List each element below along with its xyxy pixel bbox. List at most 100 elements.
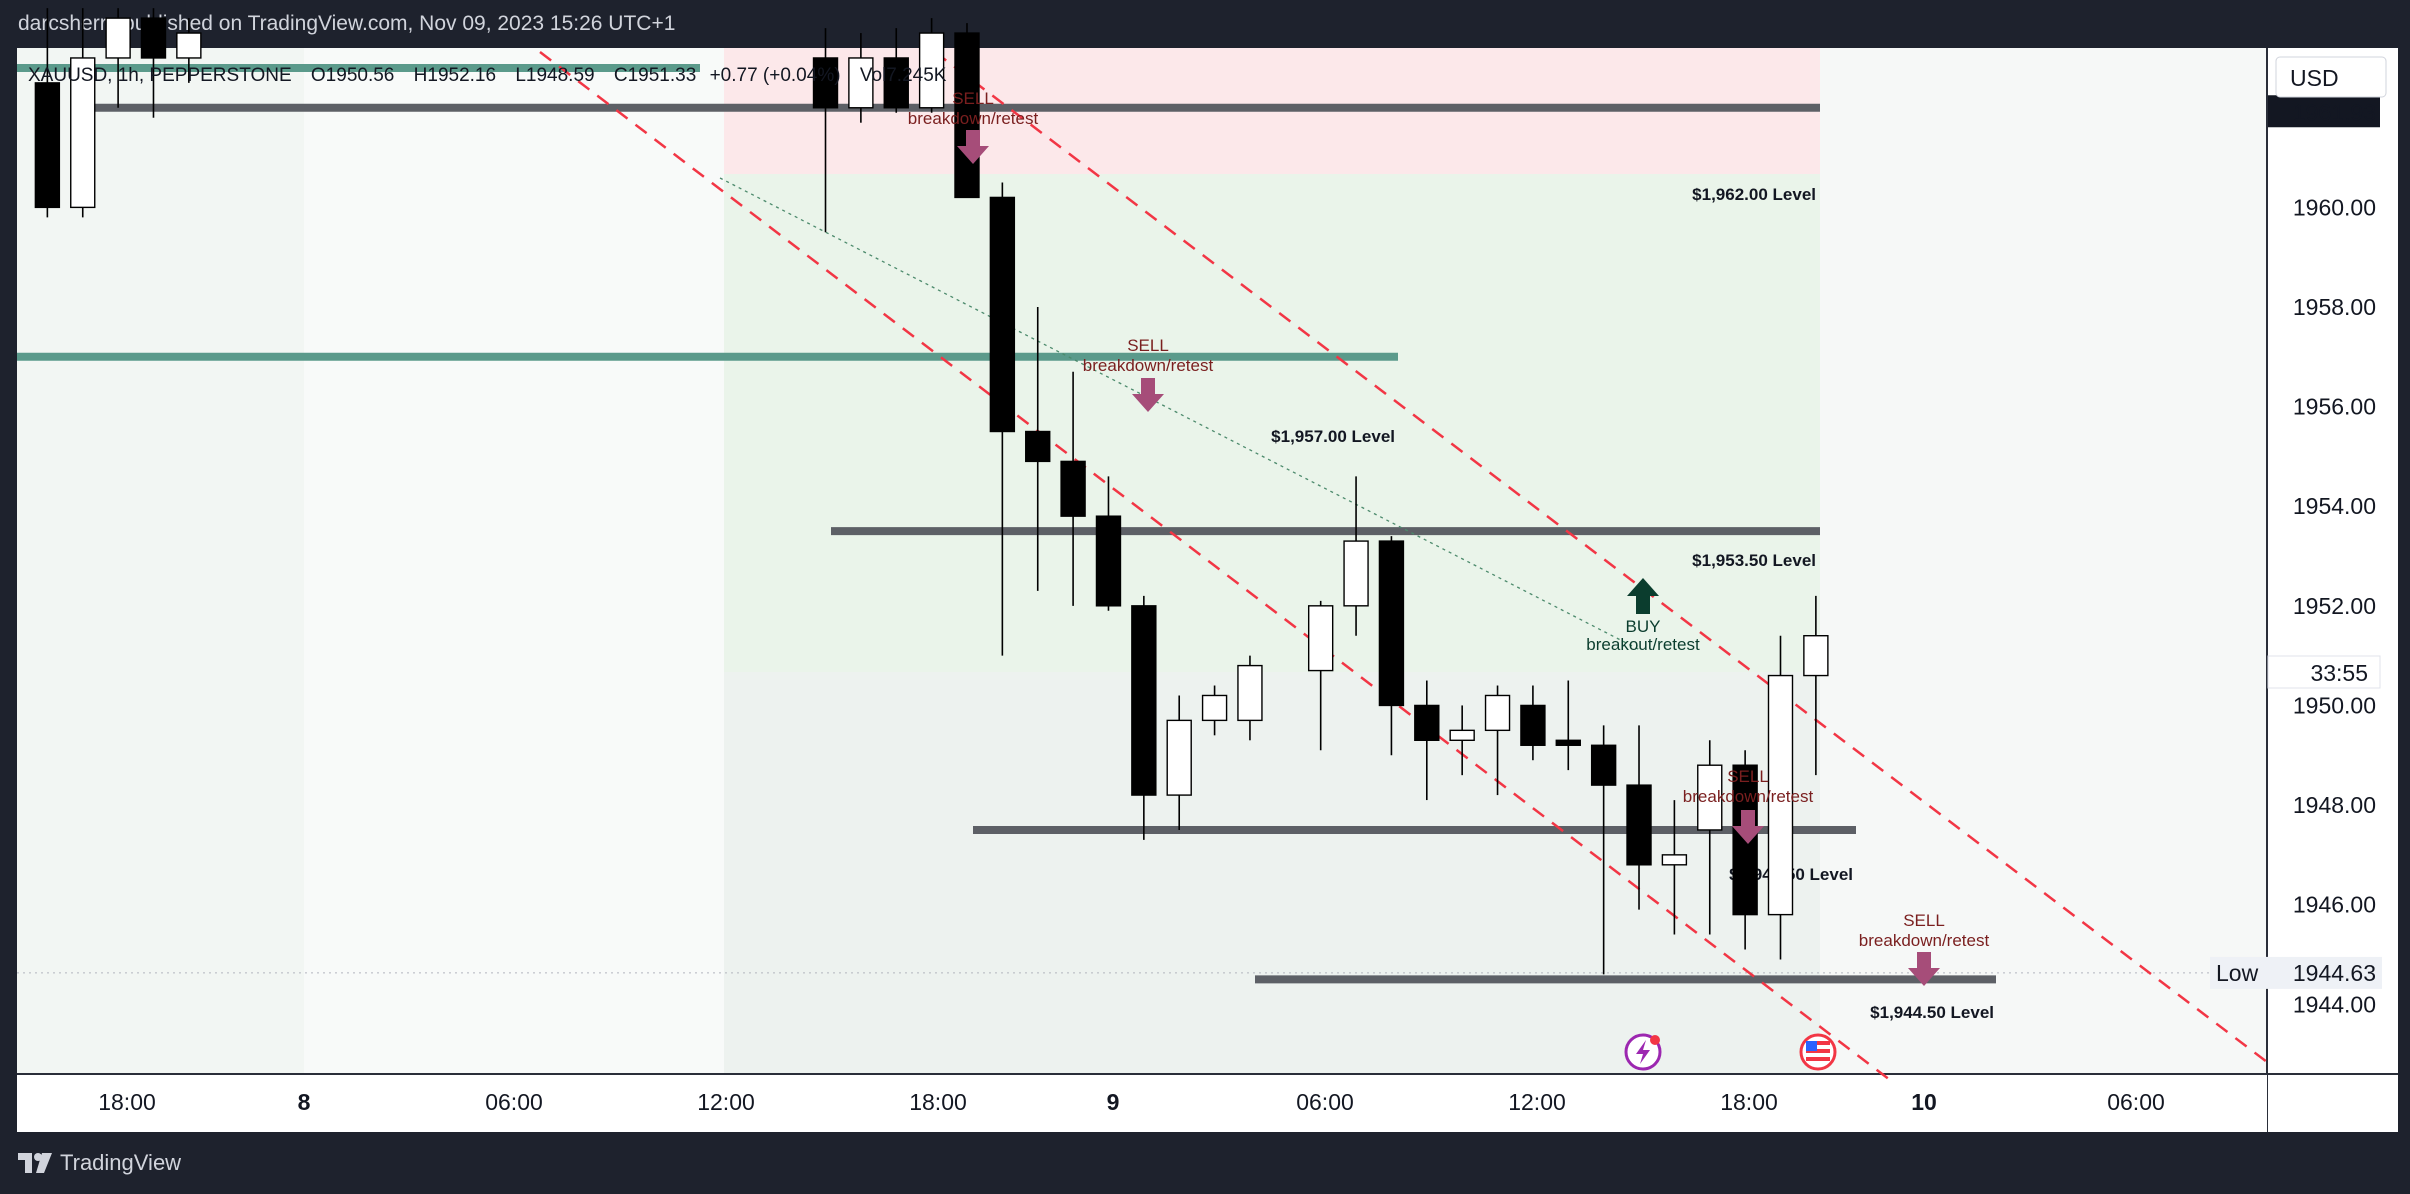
candle: [1520, 685, 1546, 761]
session-band-right: [1820, 48, 2267, 1074]
candle: [1803, 595, 1829, 776]
level-label-4: $1,944.50 Level: [1870, 1003, 1994, 1022]
candle: [883, 28, 909, 113]
flash-event-icon[interactable]: [1624, 1033, 1662, 1071]
candle-body: [1414, 704, 1440, 742]
price-axis-panel[interactable]: [2268, 48, 2398, 1132]
time-tick-label: 9: [1107, 1089, 1120, 1115]
price-tick-label: 1952.00: [2293, 593, 2376, 619]
candle-body: [1449, 729, 1475, 742]
candle-body: [1661, 854, 1688, 866]
candle: [1307, 600, 1334, 751]
candle-body: [1343, 540, 1369, 607]
us-flag-event-icon[interactable]: [1799, 1033, 1837, 1071]
candle-body: [1166, 719, 1192, 796]
candle-body: [1237, 664, 1263, 722]
sell-arrow-icon: [957, 130, 989, 164]
candle-body: [1307, 605, 1334, 672]
price-tick-label: 1954.00: [2293, 493, 2376, 519]
signal-label-2: BUY: [1626, 617, 1661, 636]
candle: [1626, 725, 1652, 910]
candle-body: [1095, 515, 1122, 607]
candle-body: [1378, 540, 1405, 707]
candle-body: [848, 57, 874, 109]
lower-zone: [724, 672, 1820, 1074]
candle: [812, 28, 839, 233]
candle-body: [883, 57, 909, 109]
signal-note-1: breakdown/retest: [1083, 356, 1214, 375]
price-tick-label: 1946.00: [2293, 892, 2376, 918]
signal-label-0: SELL: [952, 89, 994, 108]
candle-body: [1201, 694, 1228, 722]
candle: [1484, 685, 1511, 796]
signal-note-0: breakdown/retest: [908, 109, 1039, 128]
price-tick-label: 1958.00: [2293, 294, 2376, 320]
candle-body: [1732, 764, 1758, 916]
candlestick-chart[interactable]: $1,962.00 Level $1,957.00 Level $1,953.50 …: [0, 0, 2410, 1132]
legend-high: H1952.16: [414, 65, 496, 86]
candle-body: [989, 196, 1016, 433]
candle: [1767, 635, 1794, 960]
candle-body: [176, 32, 202, 59]
time-tick-label: 18:00: [909, 1089, 967, 1115]
session-band-left: [17, 48, 304, 1074]
signal-note-4: breakdown/retest: [1859, 931, 1990, 950]
level-label-2: $1,953.50 Level: [1692, 551, 1816, 570]
time-tick-label: 06:00: [1296, 1089, 1354, 1115]
currency-label: USD: [2290, 65, 2339, 91]
publisher-text: darcsherry published on TradingView.com,…: [18, 12, 676, 35]
candle: [1697, 740, 1723, 935]
time-tick-label: 12:00: [1508, 1089, 1566, 1115]
current-price-box: [2268, 95, 2380, 128]
sell-arrow-icon: [1132, 378, 1164, 412]
price-tick-label: 1956.00: [2293, 394, 2376, 420]
legend-change: +0.77 (+0.04%): [710, 65, 841, 86]
candle: [1060, 371, 1086, 606]
candle: [1237, 655, 1263, 741]
candle-body: [812, 57, 839, 109]
time-tick-label: 12:00: [697, 1089, 755, 1115]
time-axis-panel[interactable]: [17, 1075, 2267, 1132]
trendline-upper: [934, 51, 2268, 1063]
time-tick-label: 10: [1911, 1089, 1937, 1115]
candle: [1590, 725, 1617, 975]
sell-arrow-icon: [1908, 952, 1940, 986]
candle: [34, 8, 61, 218]
candle: [1449, 705, 1475, 776]
time-tick-label: 18:00: [98, 1089, 156, 1115]
candle-body: [1767, 674, 1794, 916]
signal-note-3: breakdown/retest: [1683, 787, 1814, 806]
legend-close: C1951.33: [614, 65, 696, 86]
candle-body: [105, 17, 131, 59]
candle-body: [918, 32, 945, 109]
candle: [176, 18, 202, 83]
candle: [1661, 800, 1688, 935]
candle: [70, 8, 96, 218]
buy-arrow-icon: [1627, 578, 1659, 614]
candle-body: [1060, 460, 1086, 517]
tradingview-logo[interactable]: TradingView: [18, 1150, 181, 1176]
currency-button[interactable]: USD: [2275, 56, 2387, 98]
candle: [848, 33, 874, 123]
candle: [1095, 476, 1122, 611]
time-tick-label: 8: [298, 1089, 311, 1115]
candle-body: [1484, 694, 1511, 732]
candle: [989, 182, 1016, 656]
tradingview-brand: TradingView: [60, 1150, 182, 1175]
candle: [140, 8, 167, 118]
candle-body: [1555, 739, 1581, 746]
signal-label-3: SELL: [1727, 767, 1769, 786]
demand-zone: [724, 174, 1820, 672]
signal-note-2: breakout/retest: [1586, 635, 1700, 654]
candle: [1131, 595, 1157, 840]
low-tag-value: 1944.63: [2293, 960, 2376, 986]
chart-layer: $1,962.00 Level $1,957.00 Level $1,953.50 …: [17, 8, 2382, 1115]
candle-body: [1025, 430, 1051, 463]
signal-label-1: SELL: [1127, 336, 1169, 355]
legend-open: O1950.56: [311, 65, 394, 86]
low-tag-label: Low: [2216, 960, 2259, 986]
price-tick-label: 1948.00: [2293, 792, 2376, 818]
level-label-1: $1,957.00 Level: [1271, 427, 1395, 446]
legend-volume: Vol7.245K: [860, 65, 947, 86]
candle: [1378, 536, 1405, 756]
